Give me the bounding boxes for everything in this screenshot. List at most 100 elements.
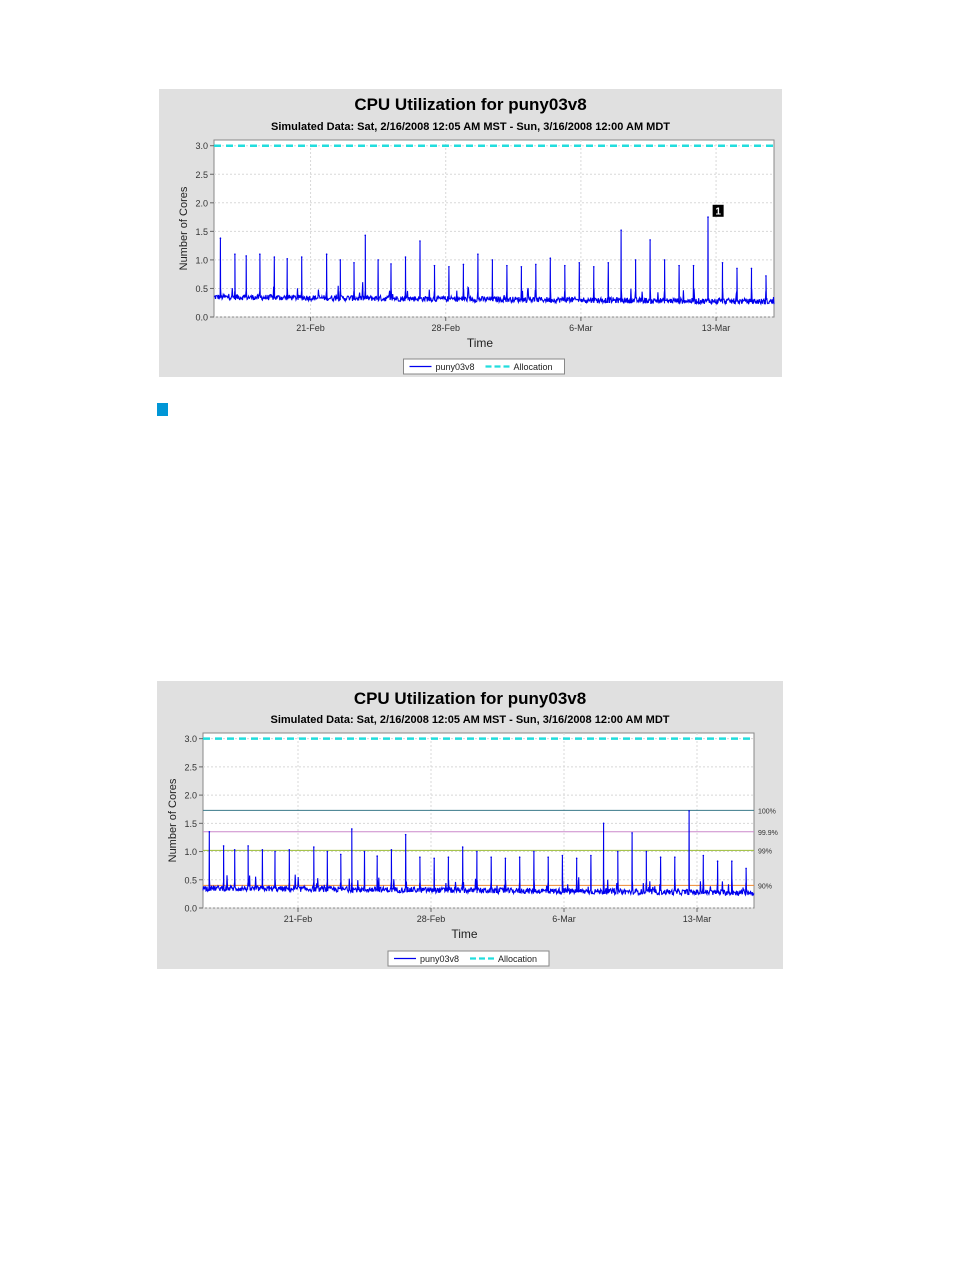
peak-point — [765, 275, 767, 277]
y-tick-label: 1.5 — [195, 227, 208, 237]
y-axis-label: Number of Cores — [167, 778, 179, 862]
peak-point — [353, 261, 355, 264]
x-tick-label: 28-Feb — [431, 323, 460, 333]
peak-point — [325, 253, 328, 255]
x-tick-label: 13-Mar — [702, 323, 731, 333]
peak-point — [634, 259, 637, 261]
peak-point — [390, 263, 392, 265]
peak-point — [273, 256, 276, 258]
y-tick-label: 2.0 — [184, 791, 197, 801]
peak-point — [702, 854, 705, 857]
peak-point — [433, 264, 436, 267]
x-tick-label: 6-Mar — [569, 323, 593, 333]
peak-point — [247, 845, 249, 847]
chart-svg: 0.0 0.5 1.0 1.5 2.0 2.5 3.0 21-Feb 28-Feb 6-Mar 13… — [167, 732, 778, 967]
series-line-puny03v8 — [202, 810, 755, 897]
callout-marker-icon — [157, 403, 168, 416]
callout-label: 1 — [715, 206, 721, 217]
peak-point — [750, 267, 753, 270]
peak-point — [663, 259, 666, 261]
peak-point — [659, 856, 662, 858]
y-tick-label: 0.0 — [184, 904, 197, 914]
cpu-utilization-chart-1: 0.0 0.5 1.0 1.5 2.0 2.5 3.0 21-Feb 28-Feb 6-Mar 13… — [159, 89, 782, 377]
peak-point — [326, 850, 329, 853]
y-tick-label: 3.0 — [195, 141, 208, 151]
peak-point — [219, 237, 222, 240]
peak-point — [462, 263, 465, 266]
peak-point — [404, 833, 407, 836]
y-tick-label: 0.5 — [184, 875, 197, 885]
peak-point — [490, 856, 492, 858]
legend-box — [403, 358, 565, 375]
chart-title: CPU Utilization for puny03v8 — [353, 689, 587, 708]
peak-point — [535, 263, 537, 266]
peak-point — [419, 240, 421, 242]
x-axis-label: Time — [451, 927, 478, 941]
peak-point — [286, 257, 289, 260]
peak-point — [233, 849, 236, 851]
peak-point — [261, 849, 264, 851]
callout-box — [712, 204, 724, 217]
peak-point — [561, 854, 564, 857]
peak-point — [575, 857, 578, 860]
peak-point — [645, 850, 648, 853]
peak-point — [620, 229, 622, 232]
series-line-puny03v8 — [213, 217, 775, 306]
legend-label-allocation: Allocation — [498, 954, 537, 964]
peak-point — [363, 850, 366, 853]
legend: puny03v8 Allocation — [387, 950, 550, 967]
peak-point — [477, 253, 479, 255]
chart-svg: 0.0 0.5 1.0 1.5 2.0 2.5 3.0 21-Feb 28-Feb 6-Mar 13… — [178, 139, 775, 375]
peak-point — [313, 846, 315, 848]
percentile-label: 100% — [758, 808, 776, 815]
legend-label-puny03v8: puny03v8 — [420, 954, 459, 964]
peak-point — [707, 216, 709, 218]
chart-title: CPU Utilization for puny03v8 — [354, 95, 587, 114]
plot-area — [202, 732, 755, 909]
peak-point — [506, 264, 508, 267]
percentile-label: 90% — [758, 883, 772, 890]
peak-point — [419, 856, 421, 858]
peak-point — [364, 234, 367, 237]
peak-point — [245, 255, 247, 257]
peak-point — [339, 853, 342, 856]
x-axis-label: Time — [467, 336, 494, 350]
peak-point — [692, 264, 695, 267]
y-tick-label: 0.5 — [195, 284, 208, 294]
peak-point — [602, 822, 605, 825]
plot-area — [213, 139, 775, 318]
y-tick-label: 2.5 — [195, 170, 208, 180]
peak-point — [617, 850, 619, 853]
peak-point — [376, 855, 378, 857]
peak-point — [222, 845, 225, 847]
legend-label-allocation: Allocation — [514, 362, 553, 372]
peak-point — [721, 261, 724, 264]
peak-point — [491, 259, 494, 261]
peak-point — [592, 265, 595, 268]
peak-point — [549, 257, 552, 259]
x-tick-label: 21-Feb — [296, 323, 325, 333]
y-tick-label: 0.0 — [195, 313, 208, 323]
x-tick-label: 13-Mar — [683, 914, 712, 924]
percentile-label: 99.9% — [758, 830, 778, 837]
peak-point — [688, 810, 690, 812]
peak-point — [716, 860, 719, 862]
peak-point — [590, 854, 592, 857]
peak-point — [390, 849, 393, 851]
y-tick-label: 1.0 — [195, 255, 208, 265]
legend-label-puny03v8: puny03v8 — [436, 362, 475, 372]
peak-point — [476, 850, 478, 853]
peak-point — [731, 860, 733, 862]
legend: puny03v8 Allocation — [403, 358, 565, 375]
peak-point — [547, 856, 549, 858]
y-axis-label: Number of Cores — [178, 186, 190, 270]
peak-point — [461, 846, 464, 848]
peak-point — [377, 259, 379, 261]
peak-point — [259, 253, 261, 255]
peak-point — [631, 832, 633, 834]
y-tick-label: 3.0 — [184, 734, 197, 744]
peak-point — [607, 261, 610, 264]
peak-point — [564, 264, 566, 267]
peak-point — [533, 850, 535, 853]
peak-point — [274, 850, 276, 853]
